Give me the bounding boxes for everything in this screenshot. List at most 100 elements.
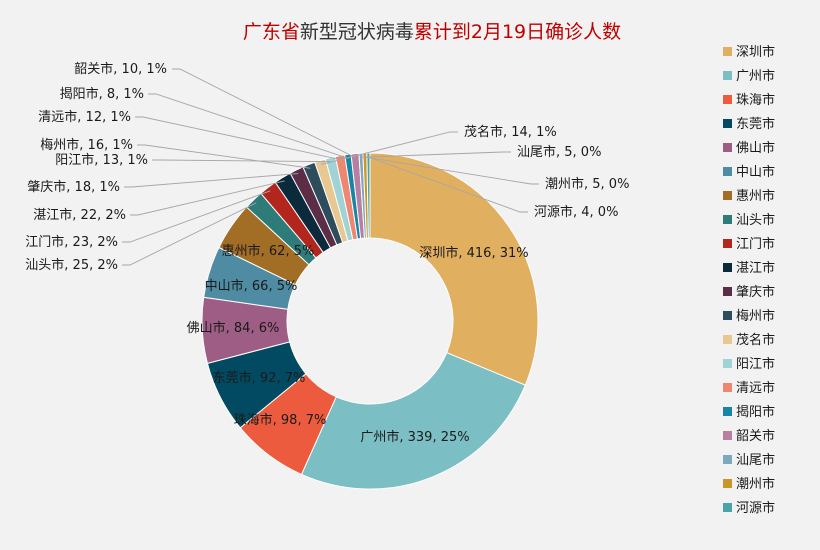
slice-19-leader-line <box>364 156 539 185</box>
slice-14-data-label: 阳江市, 13, 1% <box>55 152 148 168</box>
legend-item-19: 潮州市 <box>723 476 775 492</box>
legend-label-12: 梅州市 <box>736 308 775 324</box>
legend-label-15: 清远市 <box>736 380 775 396</box>
legend-swatch-13 <box>723 335 732 344</box>
chart-title: 广东省新型冠状病毒累计到2月19日确诊人数 <box>243 21 621 43</box>
legend-swatch-15 <box>723 383 732 392</box>
legend-label-19: 潮州市 <box>736 476 775 492</box>
slice-6-data-label: 中山市, 66, 5% <box>205 278 298 294</box>
legend-swatch-19 <box>723 479 732 488</box>
legend-item-6: 中山市 <box>723 164 775 180</box>
slice-10-leader-line <box>130 180 285 216</box>
legend-swatch-14 <box>723 359 732 368</box>
legend-label-4: 东莞市 <box>736 116 775 132</box>
legend-item-3: 珠海市 <box>723 92 775 108</box>
legend-item-18: 汕尾市 <box>723 452 775 468</box>
legend-swatch-5 <box>723 143 732 152</box>
slice-9-data-label: 江门市, 23, 2% <box>25 234 118 250</box>
legend-swatch-8 <box>723 215 732 224</box>
legend-label-18: 汕尾市 <box>736 452 775 468</box>
slice-12-leader-line <box>137 144 311 169</box>
slice-13-leader-line <box>321 131 458 165</box>
slice-16-data-label: 揭阳市, 8, 1% <box>60 86 144 102</box>
slice-17-data-label: 韶关市, 10, 1% <box>74 61 167 77</box>
slice-8-data-label: 汕头市, 25, 2% <box>25 257 118 273</box>
legend-item-9: 江门市 <box>723 236 775 252</box>
slice-1-data-label: 深圳市, 416, 31% <box>419 245 528 261</box>
slice-15-data-label: 清远市, 12, 1% <box>38 109 131 125</box>
slice-1-wedge <box>369 152 539 386</box>
legend-swatch-16 <box>723 407 732 416</box>
slice-20-leader-line <box>368 156 528 213</box>
legend-item-7: 惠州市 <box>723 188 775 204</box>
legend: 深圳市广州市珠海市东莞市佛山市中山市惠州市汕头市江门市湛江市肇庆市梅州市茂名市阳… <box>723 44 775 516</box>
slice-2-wedge <box>300 352 526 490</box>
slice-12-data-label: 梅州市, 16, 1% <box>40 137 133 153</box>
legend-label-5: 佛山市 <box>736 140 775 156</box>
legend-swatch-20 <box>723 503 732 512</box>
legend-label-6: 中山市 <box>736 164 775 180</box>
slice-4-data-label: 东莞市, 92, 7% <box>213 370 306 386</box>
legend-swatch-17 <box>723 431 732 440</box>
legend-item-2: 广州市 <box>723 68 775 84</box>
legend-item-11: 肇庆市 <box>723 284 775 300</box>
legend-label-14: 阳江市 <box>736 356 775 372</box>
slice-2-data-label: 广州市, 339, 25% <box>360 429 469 445</box>
legend-label-11: 肇庆市 <box>736 284 775 300</box>
legend-swatch-7 <box>723 191 732 200</box>
legend-label-13: 茂名市 <box>736 332 775 348</box>
legend-swatch-18 <box>723 455 732 464</box>
slice-18-data-label: 汕尾市, 5, 0% <box>517 144 601 160</box>
legend-label-10: 湛江市 <box>736 260 775 276</box>
slice-7-data-label: 惠州市, 62, 5% <box>222 243 315 259</box>
legend-label-7: 惠州市 <box>736 188 775 204</box>
legend-item-15: 清远市 <box>723 380 775 396</box>
slice-20-data-label: 河源市, 4, 0% <box>534 204 618 220</box>
legend-label-16: 揭阳市 <box>736 404 775 420</box>
legend-swatch-9 <box>723 239 732 248</box>
legend-item-5: 佛山市 <box>723 140 775 156</box>
legend-item-20: 河源市 <box>723 500 775 516</box>
legend-item-14: 阳江市 <box>723 356 775 372</box>
legend-swatch-12 <box>723 311 732 320</box>
legend-item-16: 揭阳市 <box>723 404 775 420</box>
legend-swatch-2 <box>723 71 732 80</box>
legend-swatch-1 <box>723 47 732 56</box>
legend-swatch-10 <box>723 263 732 272</box>
legend-label-3: 珠海市 <box>736 92 775 108</box>
slice-15-leader-line <box>135 116 341 161</box>
legend-item-1: 深圳市 <box>723 44 775 60</box>
legend-label-17: 韶关市 <box>736 428 775 444</box>
slice-9-leader-line <box>122 190 271 243</box>
legend-swatch-11 <box>723 287 732 296</box>
leader-lines-layer <box>122 68 539 266</box>
slice-5-data-label: 佛山市, 84, 6% <box>187 320 280 336</box>
slice-16-leader-line <box>148 93 349 159</box>
title-part-province: 广东省 <box>243 21 300 43</box>
title-part-date: 累计到2月19日确诊人数 <box>414 21 621 43</box>
legend-item-10: 湛江市 <box>723 260 775 276</box>
slice-3-data-label: 珠海市, 98, 7% <box>234 412 327 428</box>
legend-item-12: 梅州市 <box>723 308 775 324</box>
data-labels-layer: 深圳市, 416, 31% 广州市, 339, 25% 珠海市, 98, 7% 东莞市… <box>25 61 629 445</box>
legend-label-1: 深圳市 <box>736 44 775 60</box>
legend-item-17: 韶关市 <box>723 428 775 444</box>
legend-label-9: 江门市 <box>736 236 775 252</box>
slice-10-data-label: 湛江市, 22, 2% <box>33 207 126 223</box>
slice-11-leader-line <box>124 173 299 188</box>
slice-18-leader-line <box>361 151 511 158</box>
title-part-virus: 新型冠状病毒 <box>300 21 414 43</box>
slice-13-data-label: 茂名市, 14, 1% <box>464 124 557 140</box>
legend-item-13: 茂名市 <box>723 332 775 348</box>
legend-label-8: 汕头市 <box>736 212 775 228</box>
legend-label-20: 河源市 <box>736 500 775 516</box>
slices-layer <box>201 152 539 490</box>
slice-11-data-label: 肇庆市, 18, 1% <box>27 179 120 195</box>
legend-swatch-6 <box>723 167 732 176</box>
slice-19-data-label: 潮州市, 5, 0% <box>545 176 629 192</box>
slice-14-leader-line <box>152 159 332 163</box>
legend-swatch-3 <box>723 95 732 104</box>
legend-swatch-4 <box>723 119 732 128</box>
legend-item-8: 汕头市 <box>723 212 775 228</box>
